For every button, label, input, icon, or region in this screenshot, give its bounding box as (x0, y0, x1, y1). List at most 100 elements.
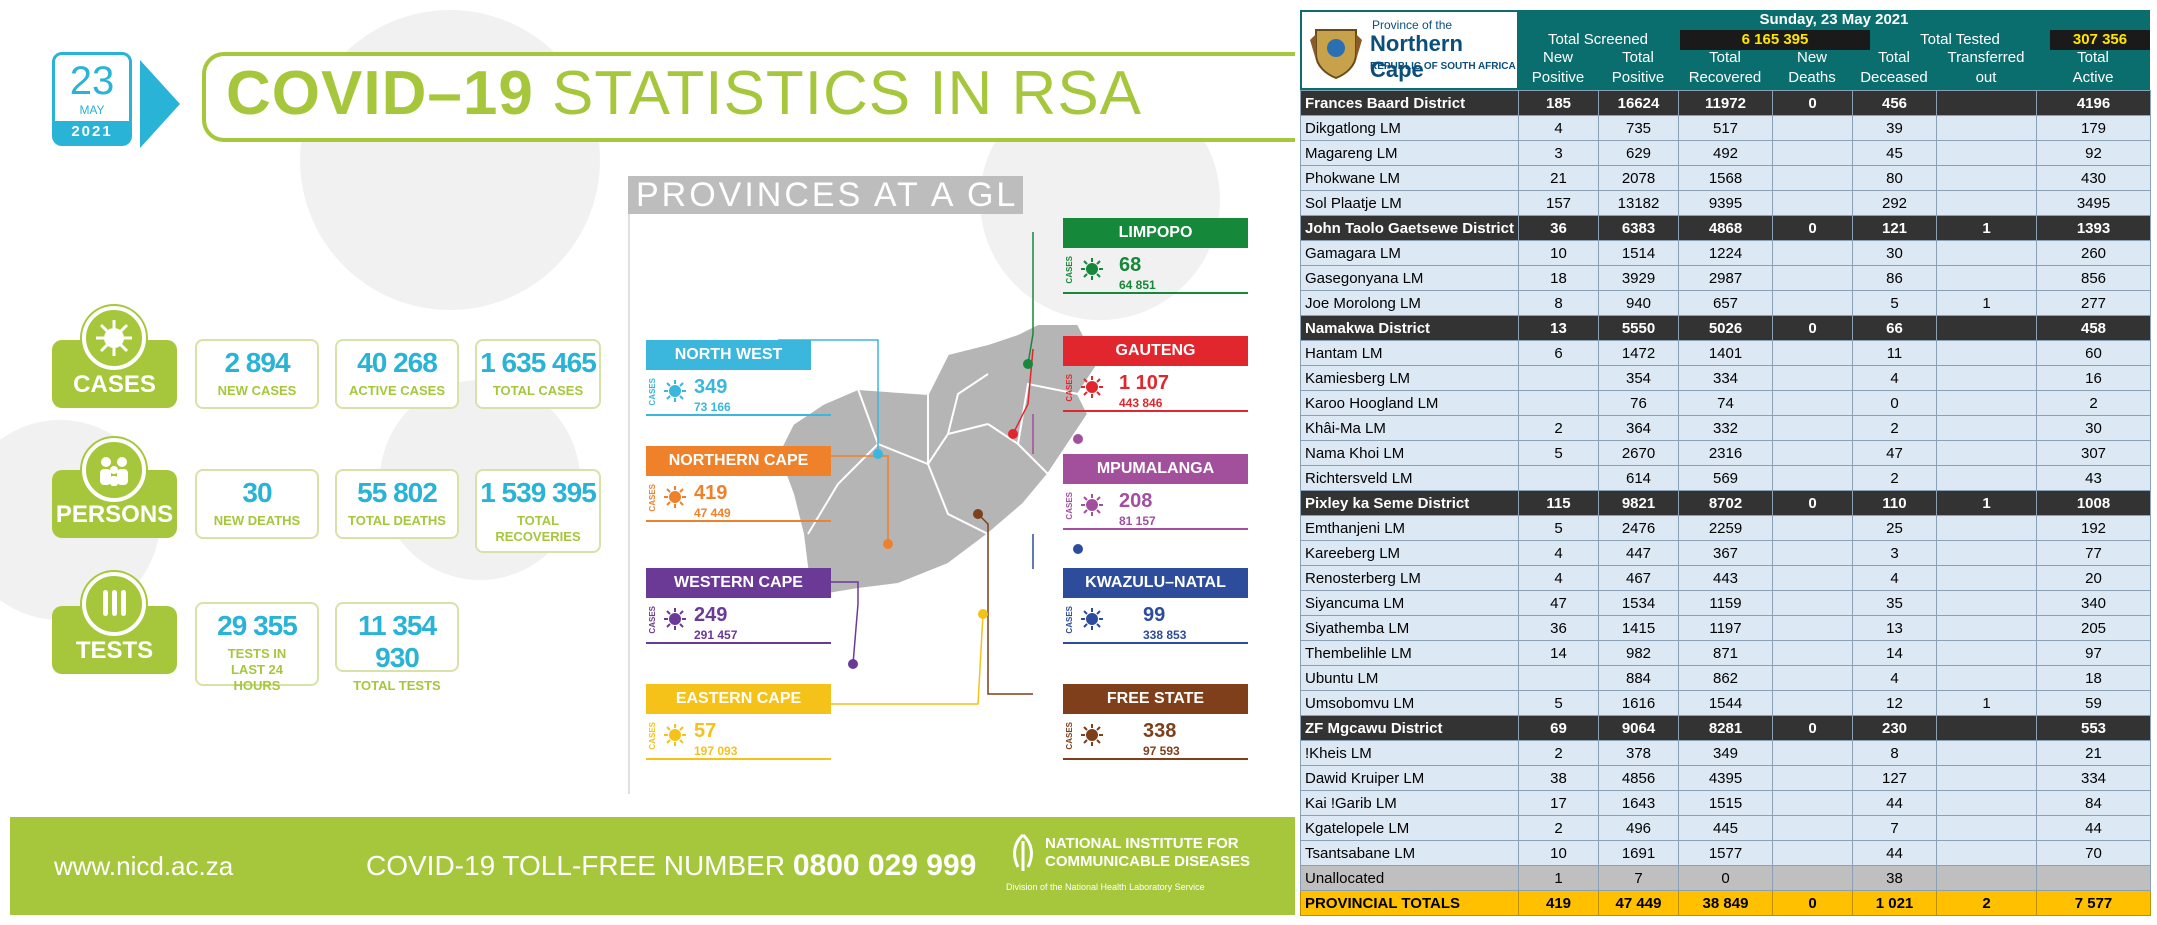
date-year: 2021 (55, 121, 129, 143)
table-cell (2036, 865, 2151, 891)
total-tested-label: Total Tested (1920, 31, 2000, 48)
table-cell: 367 (1678, 540, 1773, 566)
row-name-cell: Kamiesberg LM (1300, 365, 1519, 391)
district-row: ZF Mgcawu District 69 9064 8281 0 230 553 (1300, 715, 2151, 741)
table-cell: 39 (1852, 115, 1937, 141)
table-cell: 0 (1772, 90, 1853, 116)
table-cell: 7 577 (2036, 890, 2151, 916)
table-cell: 4395 (1678, 765, 1773, 791)
tests-24h-value: 29 355 (217, 610, 298, 641)
province-card-northern-cape: NORTHERN CAPE CASES 419 47 449 (646, 446, 831, 522)
table-cell (1936, 115, 2037, 141)
kwazulu-natal-marker (1073, 544, 1083, 554)
table-cell: 856 (2036, 265, 2151, 291)
western-cape-marker (848, 659, 858, 669)
cases-tag: CASES (1065, 492, 1074, 520)
province-name: EASTERN CAPE (646, 684, 831, 714)
table-cell: 2316 (1678, 440, 1773, 466)
table-cell (1518, 465, 1599, 491)
table-cell (1772, 390, 1853, 416)
table-cell: 44 (1852, 790, 1937, 816)
table-cell (1936, 765, 2037, 791)
table-cell (1936, 390, 2037, 416)
virus-icon (664, 486, 686, 508)
province-new-cases: 338 (1143, 720, 1177, 742)
province-new-cases: 419 (694, 482, 728, 504)
table-cell: 332 (1678, 415, 1773, 441)
province-underline (1063, 758, 1248, 760)
table-cell: 614 (1598, 465, 1679, 491)
table-cell: 92 (2036, 140, 2151, 166)
table-cell (1772, 565, 1853, 591)
table-cell: 1643 (1598, 790, 1679, 816)
province-new-cases: 68 (1119, 254, 1142, 276)
table-cell: 277 (2036, 290, 2151, 316)
table-cell: 8702 (1678, 490, 1773, 516)
cases-label: CASES (52, 340, 177, 408)
province-new-cases: 57 (694, 720, 717, 742)
row-name-cell: Magareng LM (1300, 140, 1519, 166)
row-name-cell: Gasegonyana LM (1300, 265, 1519, 291)
table-row: Emthanjeni LM 5 2476 2259 25 192 (1300, 515, 2151, 541)
website-link[interactable]: www.nicd.ac.za (54, 851, 234, 881)
table-cell: 2078 (1598, 165, 1679, 191)
table-cell: 3929 (1598, 265, 1679, 291)
total-tests-label: TOTAL TESTS (353, 678, 441, 693)
table-cell: 25 (1852, 515, 1937, 541)
row-name-cell: Tsantsabane LM (1300, 840, 1519, 866)
table-cell: 884 (1598, 665, 1679, 691)
row-name-cell: Ubuntu LM (1300, 665, 1519, 691)
table-cell (1772, 790, 1853, 816)
virus-icon (1081, 724, 1103, 746)
cases-tag: CASES (1065, 374, 1074, 402)
table-cell: 445 (1678, 815, 1773, 841)
col-header-total-deceased: Total Deceased (1860, 49, 1928, 86)
table-cell: 36 (1518, 615, 1599, 641)
table-cell (1772, 640, 1853, 666)
table-cell: 6383 (1598, 215, 1679, 241)
table-cell: 364 (1598, 415, 1679, 441)
table-cell: 467 (1598, 565, 1679, 591)
table-cell (1772, 440, 1853, 466)
table-cell: 334 (2036, 765, 2151, 791)
table-cell: 1197 (1678, 615, 1773, 641)
table-cell (1936, 740, 2037, 766)
table-cell: 1393 (2036, 215, 2151, 241)
table-cell: 14 (1518, 640, 1599, 666)
table-cell: 205 (2036, 615, 2151, 641)
table-cell: 16 (2036, 365, 2151, 391)
table-row: Sol Plaatje LM 157 13182 9395 292 3495 (1300, 190, 2151, 216)
total-recoveries-box: 1 539 395 TOTAL RECOVERIES (475, 469, 601, 553)
table-cell: 45 (1852, 140, 1937, 166)
table-cell (1772, 290, 1853, 316)
northern-cape-marker (883, 539, 893, 549)
province-total-cases: 73 166 (694, 400, 731, 414)
table-cell: 940 (1598, 290, 1679, 316)
table-cell (1936, 240, 2037, 266)
table-cell: 0 (1772, 890, 1853, 916)
table-cell: 18 (2036, 665, 2151, 691)
province-total-cases: 47 449 (694, 506, 731, 520)
province-card-kwazulu-natal: KWAZULU–NATAL CASES 99 338 853 (1063, 568, 1248, 644)
table-cell: 9064 (1598, 715, 1679, 741)
table-cell: 0 (1772, 715, 1853, 741)
table-cell: 1415 (1598, 615, 1679, 641)
table-cell: 569 (1678, 465, 1773, 491)
table-cell (1772, 415, 1853, 441)
province-underline (646, 642, 831, 644)
table-cell: 0 (1772, 490, 1853, 516)
table-cell: 44 (1852, 840, 1937, 866)
table-cell: 66 (1852, 315, 1937, 341)
table-cell: 1472 (1598, 340, 1679, 366)
total-screened-label: Total Screened (1547, 31, 1649, 48)
table-cell: 21 (2036, 740, 2151, 766)
unallocated-row: Unallocated 1 7 0 38 (1300, 865, 2151, 891)
table-cell: 60 (2036, 340, 2151, 366)
table-cell: 8 (1518, 290, 1599, 316)
table-cell (1936, 315, 2037, 341)
table-cell: 1 (1936, 215, 2037, 241)
row-name-cell: Unallocated (1300, 865, 1519, 891)
table-cell: 1 (1518, 865, 1599, 891)
table-row: Joe Morolong LM 8 940 657 5 1 277 (1300, 290, 2151, 316)
row-name-cell: Kgatelopele LM (1300, 815, 1519, 841)
